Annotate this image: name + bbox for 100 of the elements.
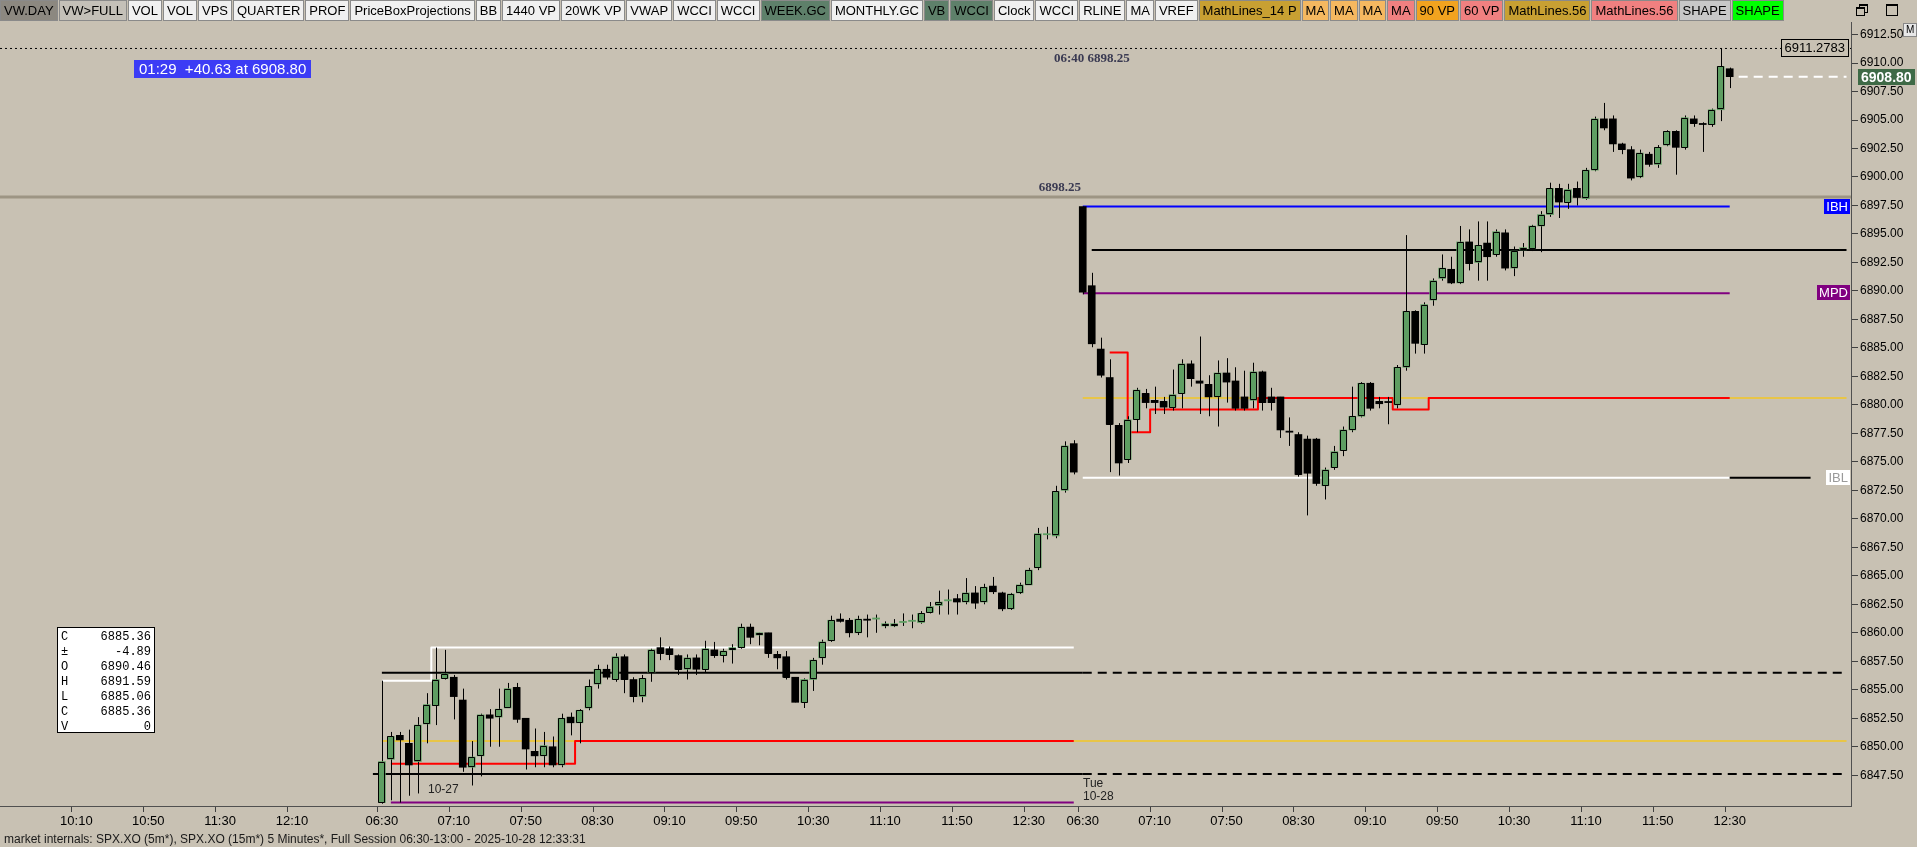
candlestick bbox=[1321, 467, 1330, 500]
toolbar-button: MA bbox=[1330, 0, 1358, 21]
candlestick bbox=[530, 728, 539, 768]
candlestick bbox=[629, 676, 638, 703]
candlestick bbox=[521, 717, 530, 771]
toolbar-button: SHAPE bbox=[1731, 0, 1784, 21]
y-tick-label: 6897.50 bbox=[1860, 197, 1904, 212]
x-tick-label: 08:30 bbox=[1282, 813, 1315, 829]
y-tick-label: 6860.00 bbox=[1860, 625, 1904, 640]
candlestick bbox=[1204, 374, 1213, 417]
toolbar-button: VREF bbox=[1154, 0, 1198, 21]
candlestick bbox=[818, 639, 826, 666]
candlestick bbox=[557, 713, 566, 768]
text: 6908.80 bbox=[1858, 69, 1915, 85]
x-tick-label: 09:10 bbox=[1354, 813, 1387, 829]
y-tick-label: 6882.50 bbox=[1860, 368, 1904, 383]
x-tick-label: 07:10 bbox=[1138, 813, 1171, 829]
candlestick bbox=[1195, 336, 1204, 415]
candlestick bbox=[1240, 370, 1249, 412]
y-tick-label: 6867.50 bbox=[1860, 539, 1904, 554]
x-tick-label: 10:30 bbox=[1497, 813, 1531, 829]
y-tick-label: 6850.00 bbox=[1860, 739, 1904, 754]
y-tick-label: 6877.50 bbox=[1860, 425, 1904, 440]
y-tick-label: 6870.00 bbox=[1860, 511, 1904, 526]
x-tick-label: 10:50 bbox=[131, 813, 165, 829]
candlestick bbox=[1186, 359, 1195, 388]
y-tick-label: 6887.50 bbox=[1860, 311, 1904, 326]
toolbar-button: 90 VP bbox=[1415, 0, 1459, 21]
toolbar-button: MathLines.56 bbox=[1504, 0, 1591, 21]
candlestick bbox=[1168, 369, 1177, 412]
candlestick bbox=[1105, 358, 1114, 473]
y-tick-label: 6857.50 bbox=[1860, 653, 1904, 668]
annotation: L bbox=[61, 690, 69, 704]
y-tick-label: 6910.00 bbox=[1860, 55, 1904, 70]
toolbar-button: RLINE bbox=[1079, 0, 1126, 21]
toolbar-button: MathLines_14 P bbox=[1198, 0, 1301, 21]
toolbar-button: PriceBoxProjections bbox=[350, 0, 475, 21]
toolbar-button: MA bbox=[1387, 0, 1415, 21]
toolbar-button: QUARTER bbox=[233, 0, 305, 21]
x-tick-label: 09:10 bbox=[653, 813, 686, 829]
annotation: Tue bbox=[1083, 776, 1104, 790]
annotation: 6898.25 bbox=[1038, 179, 1081, 194]
toolbar-button: VPS bbox=[197, 0, 232, 21]
annotation: 10-27 bbox=[428, 782, 459, 796]
toolbar-button: BB bbox=[475, 0, 502, 21]
y-tick-label: 6905.00 bbox=[1860, 112, 1904, 127]
toolbar-button: WCCI bbox=[950, 0, 993, 21]
toolbar-button: 60 VP bbox=[1460, 0, 1504, 21]
toolbar-button: WCCI bbox=[1035, 0, 1079, 21]
y-tick-label: 6880.00 bbox=[1860, 397, 1904, 412]
annotation: ± bbox=[61, 645, 69, 659]
x-tick-label: 12:30 bbox=[1012, 813, 1046, 829]
y-tick-label: 6890.00 bbox=[1860, 283, 1904, 298]
candlestick bbox=[1141, 388, 1150, 409]
y-tick-label: 6855.00 bbox=[1860, 682, 1904, 697]
annotation: 6885.06 bbox=[100, 690, 151, 704]
annotation: V bbox=[61, 720, 69, 734]
toolbar-button: MathLines.56 bbox=[1591, 0, 1678, 21]
toolbar-button: 20WK VP bbox=[561, 0, 626, 21]
annotation: 6885.36 bbox=[100, 705, 151, 719]
x-tick-label: 11:30 bbox=[204, 813, 236, 829]
toolbar-button: VW>FULL bbox=[58, 0, 127, 21]
candlestick bbox=[1222, 357, 1231, 404]
x-tick-label: 11:50 bbox=[941, 813, 973, 829]
toolbar-button: SHAPE bbox=[1678, 0, 1731, 21]
candlestick bbox=[1213, 359, 1222, 428]
text: IBL bbox=[1826, 470, 1850, 485]
candlestick bbox=[1429, 277, 1438, 307]
y-tick-label: 6892.50 bbox=[1860, 254, 1904, 269]
annotation: 06:40 6898.25 bbox=[1054, 50, 1130, 65]
candlestick bbox=[1150, 386, 1159, 415]
toolbar-button: VWAP bbox=[626, 0, 673, 21]
y-tick-label: 6885.00 bbox=[1860, 340, 1904, 355]
candlestick bbox=[935, 590, 943, 616]
annotation: H bbox=[61, 675, 69, 689]
toolbar-button: MA bbox=[1358, 0, 1387, 21]
x-tick-label: 07:50 bbox=[1210, 813, 1243, 829]
annotation: -4.89 bbox=[114, 645, 151, 659]
toolbar-button: VW.DAY bbox=[0, 0, 58, 21]
annotation: 6890.46 bbox=[100, 660, 151, 674]
text: MPD bbox=[1817, 285, 1850, 300]
candlestick bbox=[1096, 337, 1105, 379]
x-tick-label: 11:10 bbox=[869, 813, 901, 829]
x-tick-label: 11:10 bbox=[1570, 813, 1602, 829]
y-tick-label: 6900.00 bbox=[1860, 169, 1904, 184]
annotation: C bbox=[61, 630, 69, 644]
x-tick-label: 07:50 bbox=[509, 813, 542, 829]
candlestick bbox=[539, 731, 548, 768]
x-tick-label: 11:50 bbox=[1642, 813, 1674, 829]
candlestick bbox=[548, 735, 557, 768]
y-tick-label: 6907.50 bbox=[1860, 83, 1904, 98]
toolbar-button: VOL bbox=[162, 0, 197, 21]
annotation: O bbox=[61, 660, 69, 674]
y-tick-label: 6875.00 bbox=[1860, 454, 1904, 469]
text: IBH bbox=[1824, 199, 1850, 214]
y-tick-label: 6865.00 bbox=[1860, 568, 1904, 583]
candlestick bbox=[1725, 67, 1734, 89]
x-tick-label: 12:30 bbox=[1713, 813, 1746, 829]
annotation: 01:29 +40.63 at 6908.80 bbox=[134, 60, 312, 78]
toolbar-button: VOL bbox=[127, 0, 162, 21]
